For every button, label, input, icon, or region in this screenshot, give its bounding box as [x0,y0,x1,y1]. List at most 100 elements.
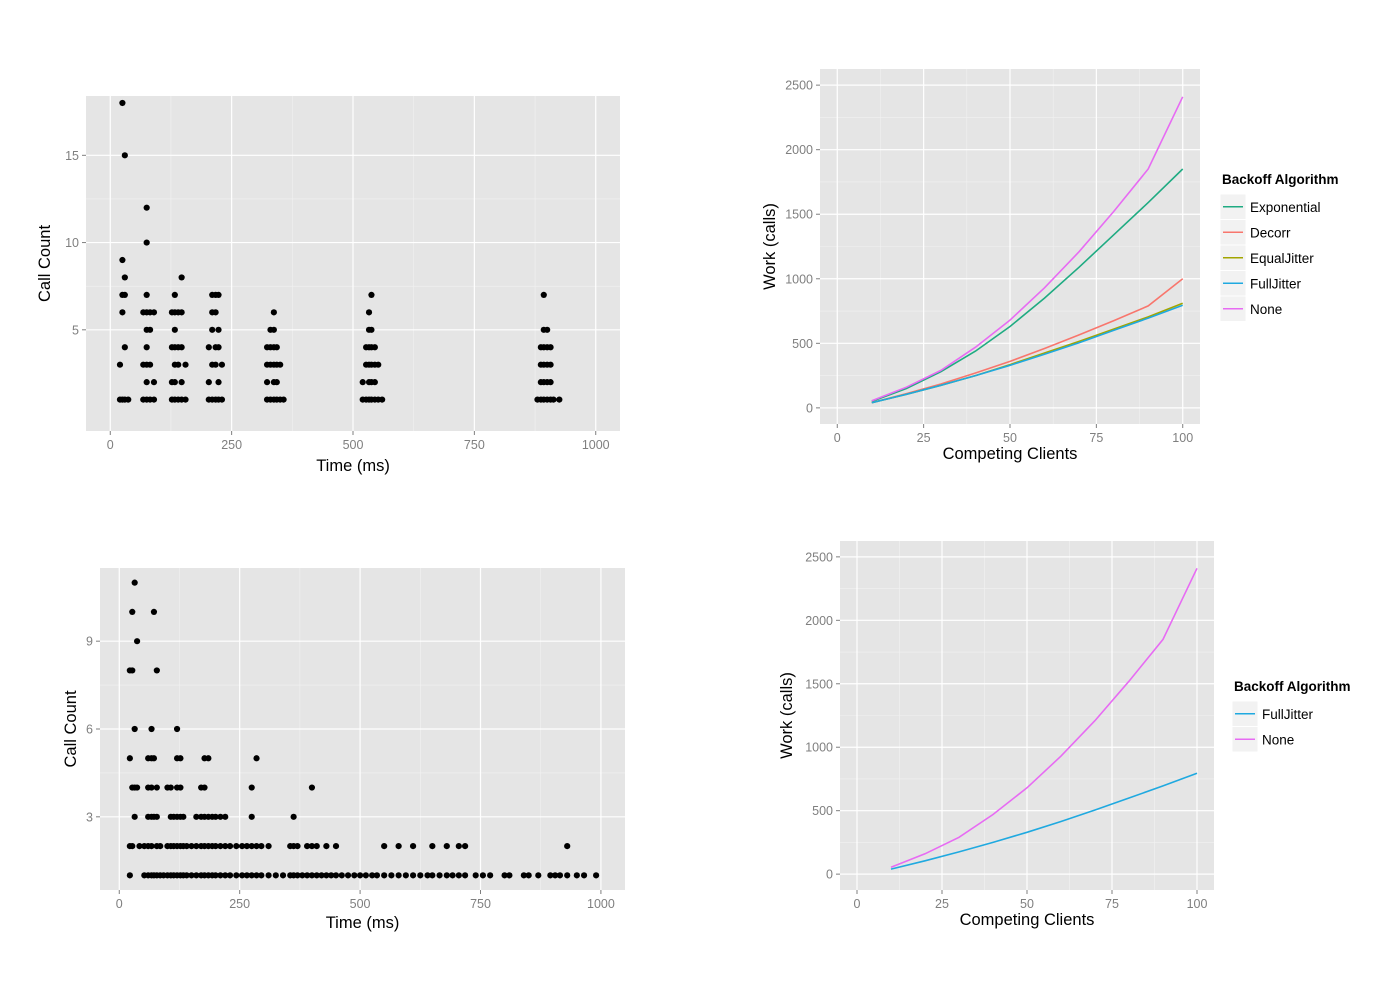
chart-0-y-tick-label: 10 [65,236,79,250]
chart-0-point [270,309,277,316]
chart-2-point [222,813,229,820]
chart-2-point [338,872,345,879]
chart-2-point [153,784,160,791]
chart-1-y-tick-label: 1500 [785,208,813,222]
chart-2-point [148,842,155,850]
chart-2-point [133,638,141,645]
chart-2-y-tick-label: 6 [86,723,93,737]
chart-1-x-axis-title: Competing Clients [943,445,1078,463]
chart-2-point [520,872,527,879]
chart-2-point [479,872,487,879]
chart-2-point [131,813,138,820]
chart-0-y-axis-title: Call Count [36,225,54,302]
chart-1-legend-label-equaljitter: EqualJitter [1250,251,1314,266]
chart-2-point [362,872,369,879]
chart-2-point [436,872,443,879]
chart-0-point [273,379,280,386]
chart-1-y-tick-label: 0 [806,401,813,415]
chart-0-point [178,274,185,281]
chart-2-point [183,872,190,879]
chart-2-point [238,842,246,850]
chart-2-point [424,872,431,879]
chart-1-y-tick-label: 500 [792,337,813,351]
chart-2-point [279,872,287,879]
chart-0-x-axis-title: Time (ms) [316,457,390,475]
chart-0-point [379,396,386,403]
chart-0-point [182,396,189,403]
chart-2-point [409,872,417,879]
chart-2-point [212,842,219,850]
chart-2-point [212,872,219,879]
chart-2-point [373,872,381,879]
chart-2-point [308,842,316,850]
chart-0-point [544,326,551,333]
chart-0-point [146,361,154,368]
chart-0-y-tick-label: 5 [72,323,79,337]
chart-2-point [294,872,301,879]
chart-0-point [150,309,158,316]
chart-3-y-tick-label: 1500 [805,677,833,691]
chart-0-x-tick-label: 1000 [582,438,610,452]
chart-1-y-tick-label: 1000 [785,272,813,286]
chart-1-series-line-fulljitter [871,304,1183,404]
chart-2-point [395,872,402,879]
chart-2-point [222,872,229,879]
chart-0-point [375,361,382,368]
chart-2-point [461,872,469,879]
chart-0-point [215,291,222,299]
chart-2-point [248,784,255,791]
chart-0-point [116,361,124,368]
chart-2-point [173,725,181,733]
chart-3-series-line-none [890,567,1198,868]
chart-0-point [205,344,212,351]
chart-1-y-tick-label: 2500 [785,79,813,93]
chart-1-legend-label-exponential: Exponential [1250,200,1321,215]
chart-2-point [564,842,571,850]
chart-2-point [455,842,462,850]
chart-2-point [258,842,265,850]
chart-2-point [148,784,155,791]
chart-0-point [171,291,178,299]
chart-0-x-tick-label: 250 [221,438,242,452]
chart-2-point [193,842,200,850]
chart-2-point [248,842,255,850]
chart-0-point [121,274,128,281]
chart-2-point [226,872,234,879]
chart-2-point [248,872,255,879]
chart-2-point [243,872,251,879]
chart-0-point [143,344,150,351]
chart-0-point [121,344,128,351]
chart-1-series-line-decorr [871,278,1184,404]
chart-0-point [371,379,378,386]
chart-0-x-tick-label: 500 [343,438,364,452]
chart-2-point [243,842,251,850]
chart-2-point [332,872,340,879]
chart-2-point [328,872,335,879]
chart-2-point [157,842,164,850]
chart-2-point [183,842,190,850]
chart-3-y-tick-label: 0 [826,868,833,882]
chart-2-point [253,842,260,850]
chart-2-point [580,872,588,879]
chart-0-x-tick-label: 750 [464,438,485,452]
chart-2-point [272,872,279,879]
chart-0-point [368,326,375,333]
chart-0-point [125,396,132,403]
chart-2-point [131,579,138,586]
chart-2-point [153,813,160,820]
chart-2-point [126,872,133,879]
chart-2-x-axis-title: Time (ms) [326,914,400,932]
chart-2-point [304,842,311,850]
chart-2-point [177,784,184,791]
chart-2-point [429,872,436,879]
chart-1-x-tick-label: 75 [1089,431,1103,445]
chart-0-point [171,379,178,386]
chart-0-point [547,361,554,368]
chart-0-point [143,239,150,246]
chart-0-point [143,379,150,386]
chart-2-point [351,872,358,879]
chart-2-point [409,842,417,850]
chart-0-point [215,326,222,333]
chart-0-point [178,344,185,351]
chart-0-point [175,361,182,368]
